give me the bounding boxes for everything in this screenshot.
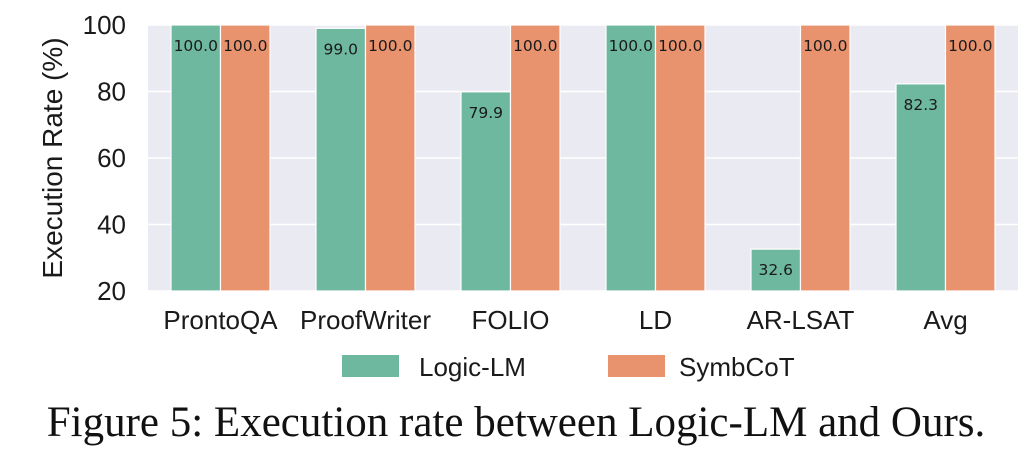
x-tick-label: AR-LSAT: [747, 305, 855, 335]
y-tick-labels: 20 40 60 80 100: [83, 10, 126, 306]
bar-symbcot-ar-lsat: [799, 24, 851, 292]
data-label: 100.0: [174, 37, 218, 55]
bar-symbcot-prontoqa: [219, 24, 271, 292]
x-tick-label: FOLIO: [471, 305, 549, 335]
x-tick-label: LD: [639, 305, 672, 335]
data-label: 100.0: [658, 37, 702, 55]
chart: 100.0 100.0 99.0 100.0 79.9 100.0 100.0 100.0 32…: [37, 10, 1018, 382]
legend-label-symbcot: SymbCoT: [679, 352, 795, 382]
data-label: 100.0: [948, 37, 992, 55]
bar-symbcot-avg: [944, 24, 996, 292]
bar-logic-lm-ar-lsat: [750, 248, 802, 292]
x-tick-label: Avg: [923, 305, 967, 335]
x-tick-label: ProofWriter: [300, 305, 431, 335]
y-tick-label: 80: [97, 77, 126, 107]
y-tick-label: 60: [97, 143, 126, 173]
data-label: 99.0: [323, 40, 358, 58]
data-label: 79.9: [468, 104, 503, 122]
y-tick-label: 40: [97, 210, 126, 240]
y-tick-label: 100: [83, 10, 126, 40]
legend-swatch-symbcot: [608, 355, 665, 377]
gridlines: [148, 24, 1018, 292]
data-label: 100.0: [609, 37, 653, 55]
y-axis-label: Execution Rate (%): [37, 37, 68, 278]
bar-logic-lm-prontoqa: [170, 24, 222, 292]
data-label: 100.0: [223, 37, 267, 55]
legend-swatch-logic-lm: [342, 355, 399, 377]
bar-logic-lm-proofwriter: [315, 27, 367, 292]
figure-caption: Figure 5: Execution rate between Logic-L…: [46, 399, 986, 446]
data-label: 32.6: [758, 261, 793, 279]
data-label: 100.0: [803, 37, 847, 55]
bar-logic-lm-ld: [605, 24, 657, 292]
x-tick-label: ProntoQA: [163, 305, 278, 335]
legend-label-logic-lm: Logic-LM: [419, 352, 526, 382]
bar-logic-lm-folio: [460, 91, 512, 292]
bar-symbcot-proofwriter: [364, 24, 416, 292]
x-tick-labels: ProntoQA ProofWriter FOLIO LD AR-LSAT Avg: [163, 305, 967, 335]
bar-symbcot-folio: [509, 24, 561, 292]
data-label: 82.3: [903, 96, 938, 114]
legend: Logic-LM SymbCoT: [342, 352, 795, 382]
bar-symbcot-ld: [654, 24, 706, 292]
bar-logic-lm-avg: [895, 83, 947, 292]
data-label: 100.0: [368, 37, 412, 55]
data-label: 100.0: [513, 37, 557, 55]
y-tick-label: 20: [97, 276, 126, 306]
bars: 100.0 100.0 99.0 100.0 79.9 100.0 100.0 100.0 32…: [170, 24, 996, 292]
